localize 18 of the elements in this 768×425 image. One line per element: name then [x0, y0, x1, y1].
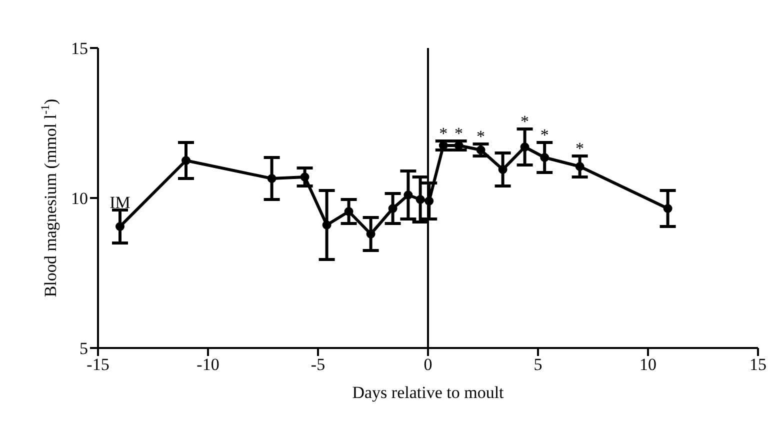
annotation: * [439, 124, 448, 143]
annotation: * [476, 127, 486, 146]
x-tick-label: 10 [640, 355, 656, 374]
x-tick-label: -5 [310, 355, 326, 374]
x-tick-label: 15 [750, 355, 766, 374]
annotation: * [576, 139, 584, 158]
x-tick-label: 5 [534, 355, 542, 374]
annotation: * [540, 126, 549, 144]
y-tick-label: 15 [71, 39, 88, 58]
y-tick-label: 5 [80, 339, 88, 358]
y-tick-label: 10 [71, 189, 88, 208]
x-axis-title: Days relative to moult [352, 383, 504, 402]
x-tick-label: -15 [86, 355, 110, 374]
annotation: * [520, 112, 530, 131]
annotation: * [454, 124, 464, 143]
annotation: IM [110, 193, 130, 212]
x-tick-label: -10 [196, 355, 220, 374]
x-tick-label: 0 [424, 355, 432, 374]
